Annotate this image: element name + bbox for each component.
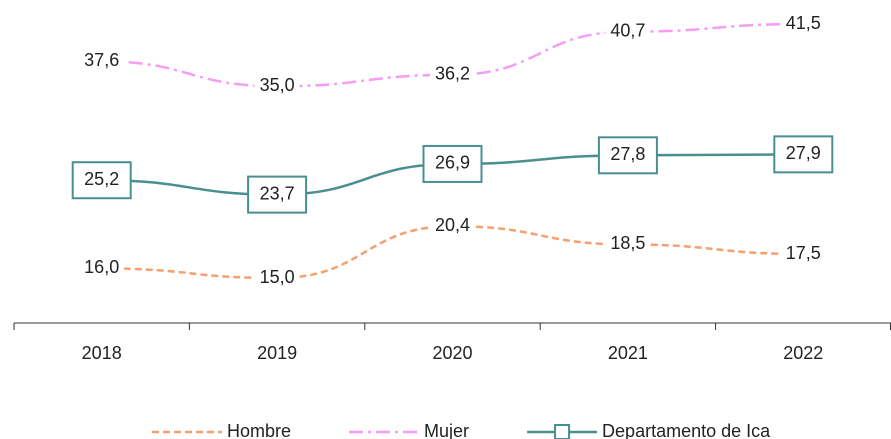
x-tick-label: 2020 <box>432 343 472 363</box>
marker <box>773 135 834 174</box>
label-background <box>79 257 125 280</box>
data-point: 27,9 <box>773 135 834 174</box>
label-background <box>605 20 651 43</box>
data-label: 25,2 <box>84 169 119 189</box>
x-tick-label: 2019 <box>257 343 297 363</box>
legend-label: Departamento de Ica <box>602 421 771 439</box>
data-point: 25,2 <box>71 161 132 200</box>
x-tick-label: 2022 <box>783 343 823 363</box>
data-point: 17,5 <box>780 243 826 266</box>
marker <box>247 175 308 214</box>
data-point: 23,7 <box>247 175 308 214</box>
legend-label: Hombre <box>227 421 291 439</box>
data-point: 26,9 <box>422 144 483 183</box>
data-label: 37,6 <box>84 50 119 70</box>
label-background <box>605 233 651 256</box>
data-label: 20,4 <box>435 215 470 235</box>
legend-item: Hombre <box>152 421 291 439</box>
data-point: 40,7 <box>605 20 651 43</box>
marker <box>422 144 483 183</box>
data-point: 27,8 <box>597 136 658 175</box>
data-point: 18,5 <box>605 233 651 256</box>
label-background <box>79 50 125 73</box>
data-label: 15,0 <box>260 267 295 287</box>
data-label: 17,5 <box>786 243 821 263</box>
data-label: 16,0 <box>84 257 119 277</box>
x-tick-label: 2021 <box>608 343 648 363</box>
label-background <box>780 243 826 266</box>
legend-item: Mujer <box>349 421 469 439</box>
data-label: 23,7 <box>260 183 295 203</box>
data-point: 16,0 <box>79 257 125 280</box>
data-label: 41,5 <box>786 13 821 33</box>
label-background <box>254 267 300 289</box>
label-background <box>429 215 476 238</box>
data-point: 41,5 <box>780 13 826 35</box>
data-label: 27,9 <box>786 143 821 163</box>
legend-marker <box>554 424 571 439</box>
data-label: 35,0 <box>260 75 295 95</box>
data-label: 18,5 <box>610 233 645 253</box>
marker <box>71 161 132 200</box>
data-point: 36,2 <box>429 63 476 86</box>
data-point: 35,0 <box>254 75 300 98</box>
series-line <box>101 224 804 280</box>
data-label: 27,8 <box>610 144 645 164</box>
data-label: 36,2 <box>435 64 470 84</box>
legend-label: Mujer <box>424 421 469 439</box>
label-background <box>429 63 476 86</box>
data-point: 20,4 <box>429 215 476 238</box>
label-background <box>780 13 826 35</box>
legend-item: Departamento de Ica <box>527 421 771 439</box>
data-label: 26,9 <box>435 153 470 173</box>
marker <box>597 136 658 175</box>
data-point: 37,6 <box>79 50 125 73</box>
data-label: 40,7 <box>610 20 645 40</box>
data-point: 15,0 <box>254 267 300 289</box>
x-tick-label: 2018 <box>82 343 122 363</box>
label-background <box>254 75 300 98</box>
